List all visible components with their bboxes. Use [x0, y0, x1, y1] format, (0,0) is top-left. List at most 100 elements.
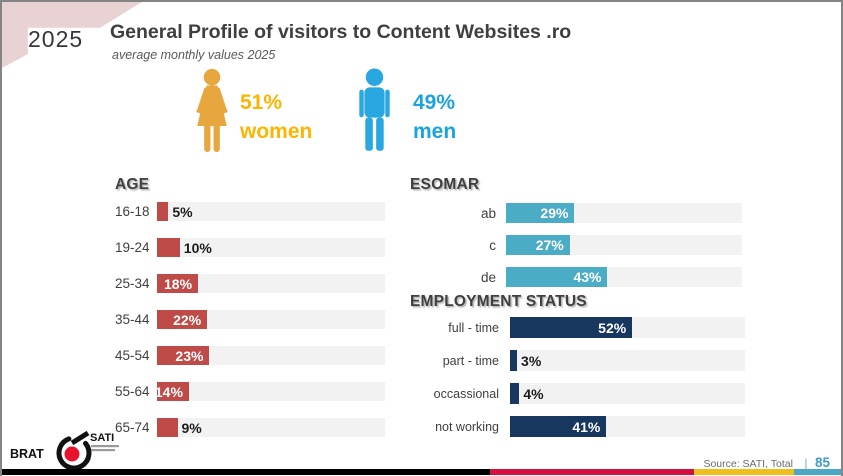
age-row: 25-34 18%: [115, 274, 385, 293]
bar-value-label: 10%: [183, 239, 212, 256]
age-bar: 10%: [157, 238, 212, 257]
logo-fine-print-line: [91, 445, 119, 448]
age-bar: 9%: [157, 418, 202, 437]
footer-color-strip: [2, 469, 841, 475]
employment-chart-title: EMPLOYMENT STATUS: [410, 293, 587, 310]
bar-value-label: 52%: [598, 319, 627, 336]
esomar-row: ab 29%: [410, 203, 742, 223]
brat-sati-logo: BRAT SATI: [10, 430, 124, 476]
strip-red-segment: [490, 469, 695, 475]
women-percent: 51%: [240, 91, 283, 114]
bar-value-label: 5%: [172, 203, 193, 220]
employment-row: part - time 3%: [402, 350, 745, 371]
bar-track: 41%: [510, 416, 745, 437]
logo-red-dot: [64, 446, 80, 462]
age-bar: 14%: [154, 382, 189, 401]
employment-category-label: not working: [435, 419, 499, 434]
employment-row: occassional 4%: [402, 383, 745, 404]
bar-track: 22%: [157, 310, 385, 329]
age-row: 45-54 23%: [115, 346, 385, 365]
bar-value-label: 22%: [173, 311, 202, 328]
bar-value-label: 18%: [164, 275, 193, 292]
esomar-chart-title: ESOMAR: [410, 176, 480, 193]
bar-track: 23%: [157, 346, 385, 365]
esomar-chart: ESOMAR ab 29% c 27% de 43%: [410, 176, 744, 288]
sati-logo-text: SATI: [90, 432, 114, 444]
age-row: 65-74 9%: [115, 418, 385, 437]
bar-value-label: 29%: [540, 205, 569, 221]
bar-value-label: 27%: [535, 237, 564, 253]
bar-track: 43%: [506, 267, 742, 287]
age-chart: AGE 16-18 5% 19-24 10% 25-34 18%: [115, 176, 387, 438]
logo-fine-print-line: [91, 449, 115, 452]
bar-track: 4%: [510, 383, 745, 404]
age-category-label: 16-18: [115, 204, 150, 219]
men-label: men: [413, 120, 457, 143]
age-bar: 18%: [157, 274, 199, 293]
strip-black-segment: [2, 469, 491, 475]
strip-yellow-segment: [694, 469, 794, 475]
women-label: women: [240, 120, 313, 143]
esomar-category-label: de: [480, 269, 496, 285]
women-stat: 51% women: [240, 88, 312, 146]
age-category-label: 19-24: [115, 240, 150, 255]
bar-track: 3%: [510, 350, 745, 371]
bar-track: 5%: [157, 202, 385, 221]
age-row: 19-24 10%: [115, 238, 385, 257]
age-row: 55-64 14%: [115, 382, 385, 401]
esomar-row: c 27%: [410, 235, 742, 255]
man-icon: [353, 68, 396, 165]
age-bar: 5%: [157, 202, 193, 221]
men-stat: 49% men: [413, 88, 456, 146]
age-category-label: 45-54: [115, 348, 150, 363]
age-category-label: 35-44: [115, 312, 150, 327]
age-category-label: 55-64: [115, 384, 150, 399]
bar-track: 14%: [154, 382, 385, 401]
bar-track: 52%: [510, 317, 745, 338]
esomar-bar: 27%: [506, 235, 570, 255]
esomar-bar: 29%: [506, 203, 575, 223]
esomar-bar: 43%: [506, 267, 608, 287]
bar-track: 9%: [157, 418, 385, 437]
source-line: Source: SATI, Total | 85: [602, 454, 830, 472]
age-row: 35-44 22%: [115, 310, 385, 329]
year-label: 2025: [28, 26, 84, 52]
esomar-category-label: ab: [480, 205, 496, 221]
bar-value-label: 23%: [175, 347, 204, 364]
employment-bar: 3%: [510, 350, 541, 371]
esomar-row: de 43%: [410, 267, 742, 287]
logo-needle: [70, 430, 90, 446]
bar-track: 10%: [157, 238, 385, 257]
employment-category-label: full - time: [448, 320, 499, 335]
woman-icon: [188, 68, 236, 165]
employment-category-label: part - time: [442, 353, 499, 368]
logo-arc: [56, 436, 92, 471]
strip-blue-segment: [794, 469, 841, 475]
bar-value-label: 9%: [181, 419, 202, 436]
bar-value-label: 41%: [572, 418, 601, 435]
bar-value-label: 4%: [523, 385, 544, 402]
bar-track: 27%: [506, 235, 742, 255]
age-category-label: 25-34: [115, 276, 150, 291]
age-category-label: 65-74: [115, 420, 150, 435]
employment-bar: 52%: [510, 317, 633, 338]
bar-value-label: 3%: [521, 352, 542, 369]
employment-row: not working 41%: [402, 416, 745, 437]
men-percent: 49%: [413, 91, 456, 114]
employment-row: full - time 52%: [402, 317, 745, 338]
esomar-category-label: c: [489, 237, 496, 253]
source-label: Source: SATI, Total: [703, 458, 793, 470]
page-number: 85: [814, 455, 830, 470]
source-separator: |: [804, 456, 808, 470]
bar-value-label: 43%: [573, 269, 602, 285]
age-chart-title: AGE: [115, 176, 150, 193]
employment-bar: 41%: [510, 416, 607, 437]
bar-value-label: 14%: [154, 383, 183, 400]
age-bar: 23%: [157, 346, 210, 365]
employment-category-label: occassional: [433, 386, 499, 401]
page-title: General Profile of visitors to Content W…: [110, 21, 572, 43]
page-subtitle: average monthly values 2025: [112, 48, 276, 62]
employment-chart: EMPLOYMENT STATUS full - time 52% part -…: [402, 293, 747, 439]
employment-bar: 4%: [510, 383, 544, 404]
